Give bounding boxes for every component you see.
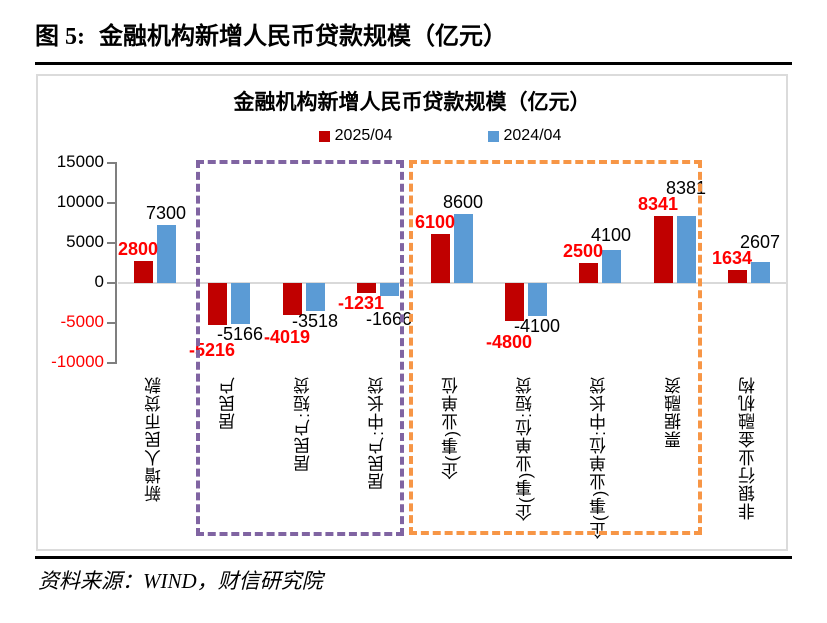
bar-2025/04-6 (505, 283, 524, 321)
x-axis-label: 非银行业金融机构 (739, 376, 758, 520)
bar-label: -5166 (216, 324, 264, 344)
bar-label: 6100 (414, 212, 456, 232)
bar-2024/04-9 (751, 262, 770, 283)
y-axis-tick-label: 0 (94, 272, 104, 291)
legend-item-2025-04: 2025/04 (318, 127, 393, 145)
legend-item-2024-04: 2024/04 (487, 127, 562, 145)
y-axis-tick (107, 202, 116, 204)
bar-2025/04-4 (357, 283, 376, 293)
bar-2024/04-7 (602, 250, 621, 283)
bar-label: -5216 (188, 340, 236, 360)
bar-2025/04-5 (431, 234, 450, 283)
y-axis-tick-label: 10000 (56, 192, 104, 211)
bar-2025/04-8 (654, 216, 673, 283)
figure-header: 图 5: 金融机构新增人民币贷款规模（亿元） (35, 16, 507, 51)
bar-2024/04-1 (157, 225, 176, 283)
y-axis-tick-label: 15000 (56, 152, 104, 171)
bar-2025/04-1 (134, 261, 153, 283)
y-axis-tick (107, 322, 116, 324)
legend-swatch-2024-04 (487, 130, 499, 142)
bar-label: 8600 (442, 192, 484, 212)
y-axis-line (115, 162, 117, 364)
legend-label-2025-04: 2025/04 (334, 127, 393, 144)
legend: 2025/04 2024/04 (160, 127, 720, 145)
bar-2024/04-2 (231, 283, 250, 324)
bar-2025/04-2 (208, 283, 227, 325)
legend-label-2024-04: 2024/04 (503, 127, 562, 144)
chart-title: 金融机构新增人民币贷款规模（亿元） (233, 91, 591, 114)
legend-swatch-2025-04 (318, 130, 330, 142)
bar-label: 1634 (711, 248, 753, 268)
bar-label: 8381 (665, 178, 707, 198)
top-rule (35, 62, 792, 65)
bar-2024/04-8 (677, 216, 696, 283)
y-axis-tick (107, 242, 116, 244)
figure-title: 金融机构新增人民币贷款规模（亿元） (99, 24, 507, 50)
y-axis-tick (107, 362, 116, 364)
bar-label: 4100 (590, 225, 632, 245)
zero-gridline (118, 282, 786, 284)
y-axis-tick (107, 282, 116, 284)
bar-2025/04-7 (579, 263, 598, 283)
bar-label: 7300 (145, 203, 187, 223)
bar-2025/04-3 (283, 283, 302, 315)
bottom-rule (35, 556, 792, 559)
bar-label: 2500 (562, 241, 604, 261)
figure-number: 图 5: (35, 24, 85, 50)
household-sector-box (196, 160, 404, 536)
bar-label: -3518 (291, 311, 339, 331)
bar-2024/04-3 (306, 283, 325, 311)
bar-label: 2800 (117, 239, 159, 259)
bar-2024/04-5 (454, 214, 473, 283)
bar-label: -4019 (263, 327, 311, 347)
corporate-sector-box (409, 160, 702, 535)
y-axis-tick-label: -10000 (51, 352, 104, 371)
bar-label: -1231 (337, 293, 385, 313)
y-axis-tick-label: 5000 (66, 232, 104, 251)
bar-label: -4800 (485, 332, 533, 352)
y-axis-tick-label: -5000 (60, 312, 104, 331)
bar-label: -4100 (513, 316, 561, 336)
bar-2025/04-9 (728, 270, 747, 283)
y-axis-tick (107, 162, 116, 164)
bar-label: 2607 (739, 232, 781, 252)
x-axis-label: 新增人民币贷款 (145, 376, 164, 502)
bar-2024/04-6 (528, 283, 547, 316)
source-note: 资料来源：WIND，财信研究院 (38, 569, 323, 593)
bar-label: 8341 (637, 194, 679, 214)
bar-2024/04-4 (380, 283, 399, 296)
